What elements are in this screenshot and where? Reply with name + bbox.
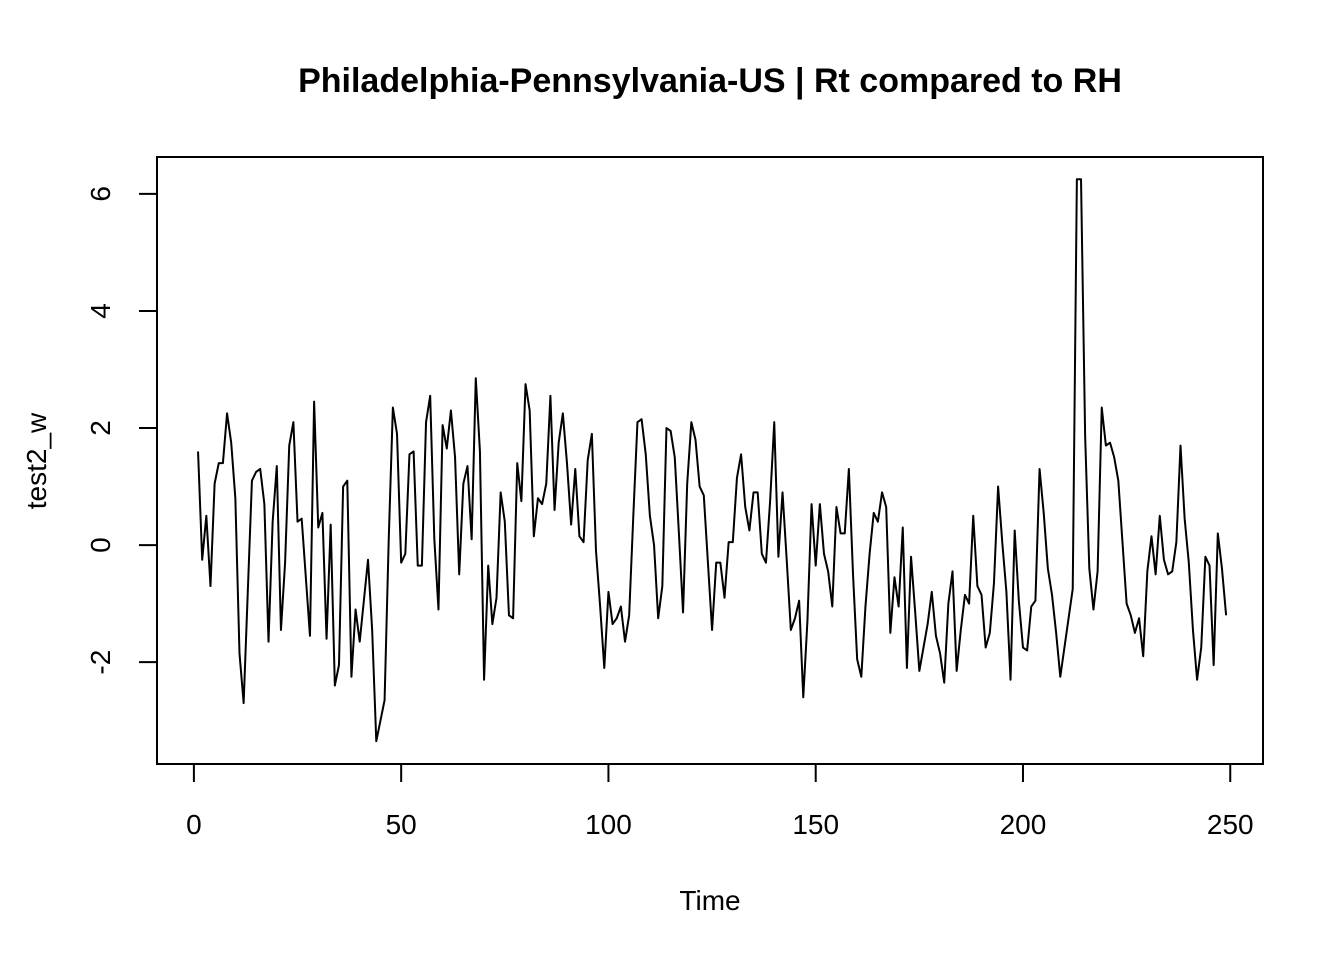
y-tick-label: 4 xyxy=(85,303,116,319)
series-layer xyxy=(197,178,1228,743)
x-axis-label: Time xyxy=(679,885,740,916)
x-tick-label: 250 xyxy=(1207,809,1254,840)
x-tick-label: 100 xyxy=(585,809,632,840)
x-tick-label: 50 xyxy=(386,809,417,840)
y-tick-label: 2 xyxy=(85,420,116,436)
x-tick-label: 0 xyxy=(186,809,202,840)
x-tick-label: 200 xyxy=(1000,809,1047,840)
x-axis: 0 50 100 150 200 250 xyxy=(186,763,1254,840)
x-tick-label: 150 xyxy=(792,809,839,840)
y-tick-label: 0 xyxy=(85,537,116,553)
plot-frame xyxy=(156,156,1264,765)
y-axis-label: test2_w xyxy=(21,412,52,509)
y-tick-label: -2 xyxy=(85,650,116,675)
chart-title: Philadelphia-Pennsylvania-US | Rt compar… xyxy=(298,62,1122,100)
y-axis: -2 0 2 4 6 xyxy=(85,186,158,675)
series-line xyxy=(197,178,1228,743)
y-tick-label: 6 xyxy=(85,186,116,202)
